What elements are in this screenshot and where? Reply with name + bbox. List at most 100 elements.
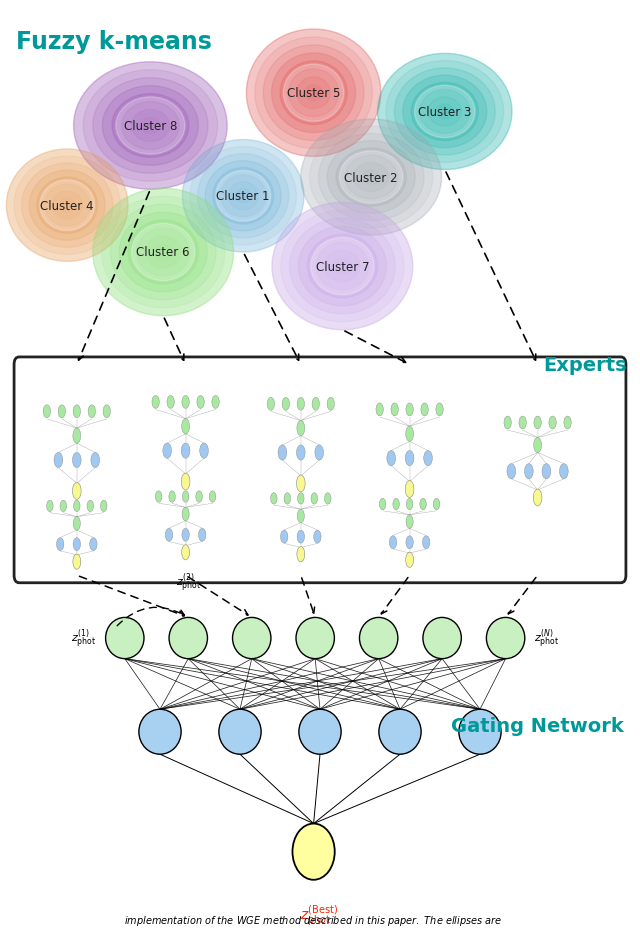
Ellipse shape (40, 181, 95, 231)
Ellipse shape (198, 154, 289, 239)
Ellipse shape (220, 176, 266, 218)
Ellipse shape (278, 446, 287, 461)
Ellipse shape (422, 536, 430, 549)
Ellipse shape (182, 396, 189, 409)
Ellipse shape (100, 501, 107, 512)
Ellipse shape (182, 508, 189, 521)
Ellipse shape (72, 453, 81, 468)
Ellipse shape (327, 141, 415, 214)
Ellipse shape (200, 444, 209, 459)
Ellipse shape (167, 396, 174, 409)
Ellipse shape (14, 157, 120, 256)
Ellipse shape (272, 203, 413, 330)
Ellipse shape (216, 171, 271, 222)
Ellipse shape (52, 192, 83, 220)
Ellipse shape (116, 97, 185, 155)
Ellipse shape (106, 618, 144, 659)
Ellipse shape (281, 212, 404, 322)
Ellipse shape (421, 403, 428, 417)
Text: Cluster 4: Cluster 4 (40, 199, 94, 212)
Ellipse shape (196, 491, 202, 503)
Ellipse shape (436, 403, 444, 417)
Ellipse shape (297, 421, 305, 436)
Ellipse shape (103, 405, 111, 418)
Ellipse shape (212, 396, 220, 409)
Ellipse shape (182, 491, 189, 503)
Ellipse shape (209, 491, 216, 503)
Ellipse shape (56, 538, 64, 551)
Ellipse shape (307, 235, 378, 299)
Ellipse shape (333, 258, 351, 275)
Text: Cluster 6: Cluster 6 (136, 246, 190, 259)
Ellipse shape (391, 403, 398, 417)
Ellipse shape (378, 54, 512, 170)
Ellipse shape (73, 554, 81, 570)
Ellipse shape (380, 499, 386, 510)
Ellipse shape (405, 451, 414, 466)
Ellipse shape (83, 71, 218, 182)
Ellipse shape (47, 501, 53, 512)
Ellipse shape (163, 444, 172, 459)
Ellipse shape (406, 536, 413, 549)
Ellipse shape (284, 65, 344, 123)
Ellipse shape (296, 446, 305, 461)
Ellipse shape (22, 164, 113, 248)
Ellipse shape (507, 464, 516, 479)
Ellipse shape (181, 474, 190, 490)
Ellipse shape (112, 95, 189, 158)
Ellipse shape (255, 37, 372, 149)
Ellipse shape (122, 103, 179, 151)
Ellipse shape (91, 453, 100, 468)
Ellipse shape (198, 529, 206, 542)
Ellipse shape (60, 501, 67, 512)
Ellipse shape (197, 396, 204, 409)
Ellipse shape (137, 229, 189, 277)
Text: $z^{(1)}_{\rm phot}$: $z^{(1)}_{\rm phot}$ (70, 627, 96, 650)
Ellipse shape (387, 451, 396, 466)
Ellipse shape (141, 119, 160, 135)
Ellipse shape (542, 464, 550, 479)
Ellipse shape (339, 152, 403, 204)
Text: Gating Network: Gating Network (451, 716, 624, 735)
Ellipse shape (311, 238, 374, 296)
Ellipse shape (87, 501, 93, 512)
Text: $\it{implementation\ of\ the\ WGE\ method\ described\ in\ this\ paper.\ The\ ell: $\it{implementation\ of\ the\ WGE\ metho… (124, 913, 503, 927)
Ellipse shape (298, 493, 304, 505)
Ellipse shape (325, 251, 360, 283)
Ellipse shape (6, 150, 128, 262)
Ellipse shape (93, 189, 234, 316)
Ellipse shape (44, 185, 90, 227)
Ellipse shape (534, 438, 541, 453)
Ellipse shape (297, 398, 305, 411)
Ellipse shape (310, 127, 433, 228)
Ellipse shape (406, 499, 413, 510)
Ellipse shape (362, 170, 380, 185)
Ellipse shape (336, 149, 406, 207)
Ellipse shape (74, 63, 227, 190)
Ellipse shape (405, 481, 414, 498)
Ellipse shape (297, 531, 305, 544)
Text: Cluster 5: Cluster 5 (287, 87, 340, 100)
Ellipse shape (280, 62, 348, 125)
Ellipse shape (284, 493, 291, 505)
Ellipse shape (486, 618, 525, 659)
Ellipse shape (169, 491, 175, 503)
Ellipse shape (415, 86, 475, 139)
Ellipse shape (93, 79, 208, 174)
Text: Cluster 1: Cluster 1 (216, 190, 270, 203)
Ellipse shape (90, 538, 97, 551)
Ellipse shape (353, 163, 389, 193)
Ellipse shape (292, 824, 335, 880)
Text: Experts: Experts (543, 356, 627, 374)
Text: Cluster 2: Cluster 2 (344, 171, 398, 184)
Ellipse shape (305, 85, 322, 102)
Ellipse shape (271, 493, 277, 505)
Ellipse shape (386, 62, 504, 163)
Ellipse shape (519, 417, 526, 430)
Ellipse shape (289, 70, 339, 118)
Ellipse shape (345, 156, 397, 199)
Ellipse shape (182, 140, 304, 253)
Ellipse shape (6, 150, 128, 262)
Ellipse shape (267, 398, 275, 411)
Ellipse shape (128, 221, 198, 285)
